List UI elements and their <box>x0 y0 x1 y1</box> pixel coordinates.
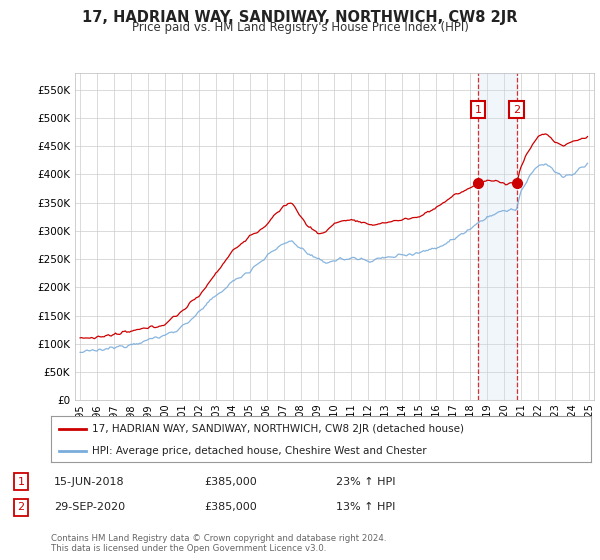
Text: 17, HADRIAN WAY, SANDIWAY, NORTHWICH, CW8 2JR (detached house): 17, HADRIAN WAY, SANDIWAY, NORTHWICH, CW… <box>91 424 464 434</box>
Text: 1: 1 <box>17 477 25 487</box>
Text: Price paid vs. HM Land Registry's House Price Index (HPI): Price paid vs. HM Land Registry's House … <box>131 21 469 34</box>
Text: Contains HM Land Registry data © Crown copyright and database right 2024.
This d: Contains HM Land Registry data © Crown c… <box>51 534 386 553</box>
Text: 13% ↑ HPI: 13% ↑ HPI <box>336 502 395 512</box>
Text: £385,000: £385,000 <box>204 502 257 512</box>
Text: 17, HADRIAN WAY, SANDIWAY, NORTHWICH, CW8 2JR: 17, HADRIAN WAY, SANDIWAY, NORTHWICH, CW… <box>82 10 518 25</box>
Text: HPI: Average price, detached house, Cheshire West and Chester: HPI: Average price, detached house, Ches… <box>91 446 426 455</box>
Text: 15-JUN-2018: 15-JUN-2018 <box>54 477 125 487</box>
Text: 29-SEP-2020: 29-SEP-2020 <box>54 502 125 512</box>
Text: 23% ↑ HPI: 23% ↑ HPI <box>336 477 395 487</box>
Text: 2: 2 <box>17 502 25 512</box>
Text: 2: 2 <box>513 105 520 114</box>
Bar <box>478 73 517 400</box>
Text: £385,000: £385,000 <box>204 477 257 487</box>
Text: 1: 1 <box>475 105 481 114</box>
